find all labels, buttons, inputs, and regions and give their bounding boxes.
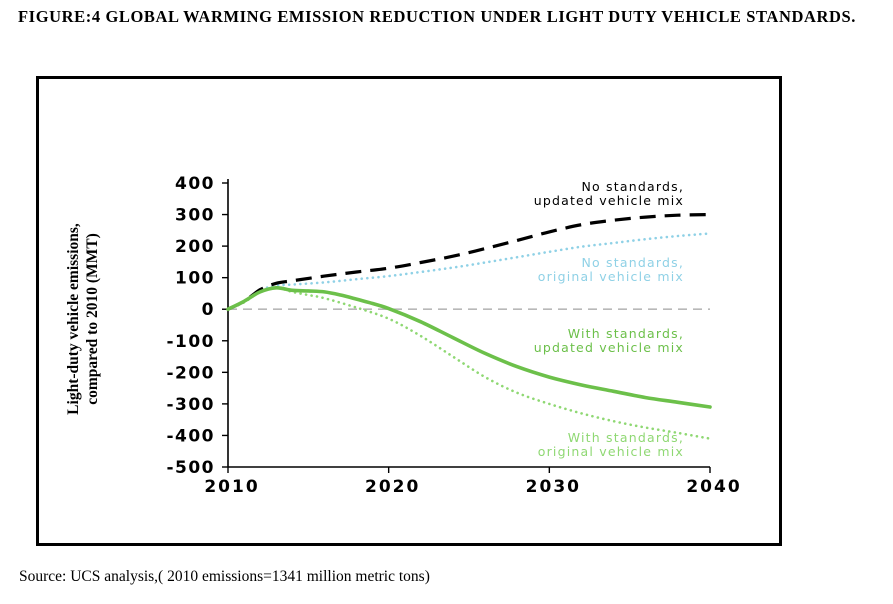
series-label-with-std-updated: With standards, — [568, 326, 684, 341]
y-tick-label: -200 — [166, 363, 215, 383]
series-label-with-std-original: original vehicle mix — [538, 444, 684, 459]
y-tick-label: -400 — [166, 426, 215, 446]
y-tick-label: 0 — [202, 300, 215, 320]
series-label-no-std-updated: updated vehicle mix — [534, 193, 684, 208]
y-axis-label-line-1: Light-duty vehicle emissions, — [65, 223, 82, 415]
y-tick-label: 400 — [175, 174, 215, 194]
y-tick-label: 100 — [175, 269, 215, 289]
y-tick-label: -500 — [166, 458, 215, 478]
x-tick-label: 2040 — [686, 477, 741, 497]
figure-title: FIGURE:4 GLOBAL WARMING EMISSION REDUCTI… — [18, 7, 857, 26]
x-tick-label: 2030 — [526, 477, 581, 497]
y-tick-label: 300 — [175, 206, 215, 226]
y-tick-label: -300 — [166, 395, 215, 415]
y-tick-label: -100 — [166, 332, 215, 352]
x-tick-label: 2020 — [365, 477, 420, 497]
y-tick-labels: 400 300 200 100 0 -100 -200 -300 -400 -500 — [166, 174, 228, 478]
series-label-no-std-updated: No standards, — [581, 179, 684, 194]
source-note: Source: UCS analysis,( 2010 emissions=13… — [19, 568, 430, 585]
axes — [227, 179, 710, 468]
series-label-with-std-original: With standards, — [568, 430, 684, 445]
y-axis-label: Light-duty vehicle emissions, compared t… — [64, 199, 104, 439]
chart-frame: 400 300 200 100 0 -100 -200 -300 -400 -500 2010 20… — [36, 76, 782, 546]
series-line-no-std-original — [226, 232, 712, 311]
x-tick-labels: 2010 2020 2030 2040 — [204, 467, 741, 497]
y-axis-label-line-2: compared to 2010 (MMT) — [84, 233, 101, 405]
series-line-with-std-original — [226, 286, 712, 440]
series-layer — [226, 213, 712, 440]
y-tick-label: 200 — [175, 237, 215, 257]
series-label-no-std-original: No standards, — [581, 255, 684, 270]
series-label-with-std-updated: updated vehicle mix — [534, 340, 684, 355]
series-line-no-std-updated — [227, 213, 711, 311]
x-tick-label: 2010 — [204, 477, 259, 497]
series-label-no-std-original: original vehicle mix — [538, 269, 684, 284]
series-line-with-std-updated — [226, 285, 712, 409]
